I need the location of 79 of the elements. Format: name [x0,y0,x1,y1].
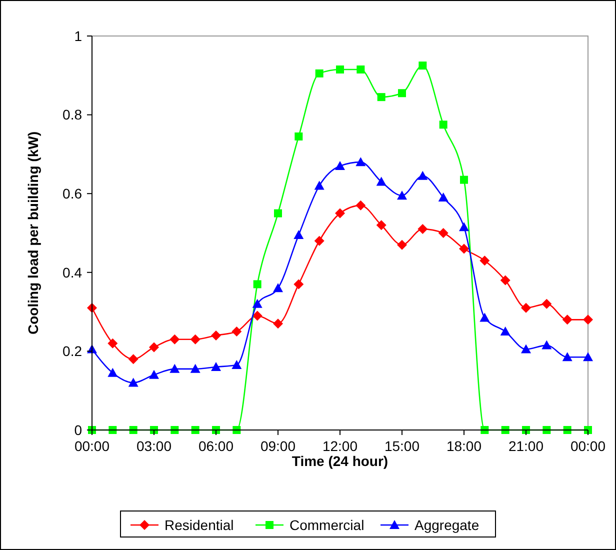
point [480,312,490,322]
point [211,330,221,340]
y-tick-label: 0.4 [62,264,82,280]
point [252,310,262,321]
point [397,190,407,200]
point [356,65,365,74]
point [190,334,200,344]
point [128,354,138,364]
point [562,352,572,362]
point [500,326,510,336]
point [398,89,406,98]
point [583,352,593,362]
point [336,65,344,74]
y-tick-label: 0.8 [62,106,82,123]
x-tick-label: 15:00 [384,438,420,454]
x-tick-label: 21:00 [508,438,544,454]
point [170,334,180,344]
point [521,344,531,354]
point [438,228,448,238]
point [459,244,469,254]
point [149,370,159,379]
point [335,161,345,170]
point [232,360,242,369]
point [542,298,552,309]
point [500,275,510,286]
x-tick-label: 00:00 [74,438,110,454]
point [252,298,262,308]
point [356,157,366,166]
point [418,62,427,70]
point [314,180,324,190]
point [480,256,490,266]
point [335,208,345,218]
point [294,279,304,290]
point [562,314,572,325]
point [397,240,407,250]
point [438,192,448,202]
point [315,69,324,78]
x-axis-title: Time (24 hour) [292,453,388,469]
point [273,283,283,292]
point [356,200,366,210]
point [108,368,118,377]
point [274,209,282,218]
x-tick-label: 00:00 [570,438,606,454]
legend-label: Commercial [290,516,364,533]
point [459,222,469,232]
point [128,378,138,387]
point [542,340,552,350]
y-tick-label: 0.2 [62,343,82,360]
point [108,338,118,348]
point [170,364,180,373]
y-tick-label: 0 [74,422,82,438]
point [418,170,428,180]
point [439,120,448,129]
point [376,176,386,186]
point [253,280,262,288]
point [190,364,200,373]
legend-label: Aggregate [414,516,480,533]
point [377,93,386,102]
x-tick-label: 03:00 [136,438,172,454]
point [460,176,468,184]
point [273,318,283,329]
point [418,224,428,234]
y-tick-label: 1 [74,28,82,44]
point [232,326,242,336]
point [376,220,386,230]
point [294,230,304,239]
y-axis-title: Cooling load per building (kW) [25,132,41,334]
point [294,132,303,140]
point [521,302,531,313]
x-tick-label: 18:00 [446,438,482,454]
point [149,342,159,352]
x-tick-label: 12:00 [322,438,358,454]
legend-label: Residential [164,516,234,533]
point [583,314,593,325]
point [211,362,221,371]
y-tick-label: 0.6 [62,186,82,202]
x-tick-label: 06:00 [198,438,234,454]
x-tick-label: 09:00 [260,438,296,454]
point [314,236,324,246]
